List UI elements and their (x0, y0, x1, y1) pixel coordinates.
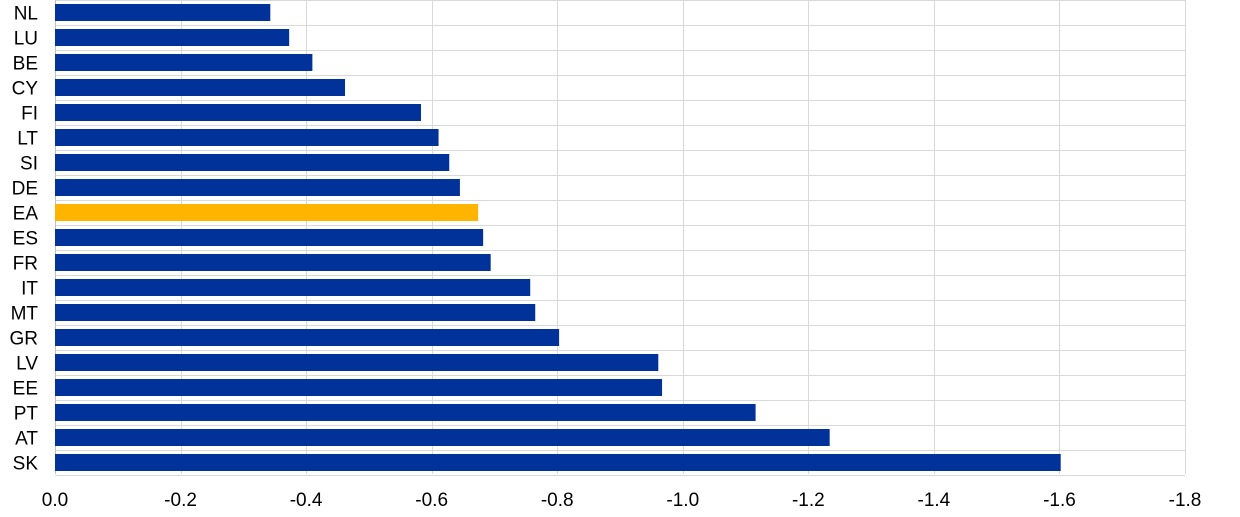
bar-nl (55, 4, 271, 21)
bar-be (55, 54, 313, 71)
x-tick-label: -0.6 (415, 490, 448, 511)
bar-sk (55, 454, 1061, 471)
bar-si (55, 154, 450, 171)
bar-lv (55, 354, 659, 371)
x-tick-label: -1.0 (666, 490, 699, 511)
bar-ea (55, 204, 479, 221)
bar-at (55, 429, 830, 446)
x-tick-label: -0.2 (164, 490, 197, 511)
category-label: EE (13, 379, 38, 400)
category-label: GR (10, 329, 39, 350)
category-label: ES (13, 229, 38, 250)
bar-it (55, 279, 531, 296)
bar-lt (55, 129, 439, 146)
x-tick-label: -1.6 (1043, 490, 1076, 511)
x-tick-label: -1.8 (1169, 490, 1202, 511)
category-label: EA (13, 204, 39, 225)
bar-de (55, 179, 460, 196)
category-label: IT (21, 279, 38, 300)
x-tick-label: -0.8 (541, 490, 574, 511)
category-label: LV (16, 354, 38, 375)
category-label: SI (20, 154, 38, 175)
bar-ee (55, 379, 663, 396)
category-label: FR (13, 254, 38, 275)
category-label: BE (13, 54, 38, 75)
category-label: NL (14, 4, 38, 25)
category-label: LU (14, 29, 38, 50)
category-label: PT (14, 404, 39, 425)
bar-pt (55, 404, 756, 421)
category-labels: NL LU BE CY FI LT SI DE EA ES FR IT MT GR LV EE PT AT SK (10, 4, 39, 475)
category-label: SK (13, 454, 39, 475)
bar-lu (55, 29, 290, 46)
bar-cy (55, 79, 346, 96)
x-tick-label: -1.2 (792, 490, 825, 511)
category-label: AT (15, 429, 38, 450)
bar-fr (55, 254, 491, 271)
x-tick-labels: 0.0 -0.2 -0.4 -0.6 -0.8 -1.0 -1.2 -1.4 -1.6 -1.8 (42, 490, 1202, 511)
category-label: DE (12, 179, 38, 200)
bars (55, 4, 1061, 471)
category-label: MT (11, 304, 39, 325)
bar-fi (55, 104, 421, 121)
category-label: CY (12, 79, 39, 100)
category-label: LT (17, 129, 38, 150)
x-tick-label: -1.4 (918, 490, 951, 511)
x-tick-label: 0.0 (42, 490, 68, 511)
bar-es (55, 229, 484, 246)
bar-gr (55, 329, 560, 346)
category-label: FI (21, 104, 38, 125)
x-tick-label: -0.4 (290, 490, 323, 511)
bar-mt (55, 304, 536, 321)
